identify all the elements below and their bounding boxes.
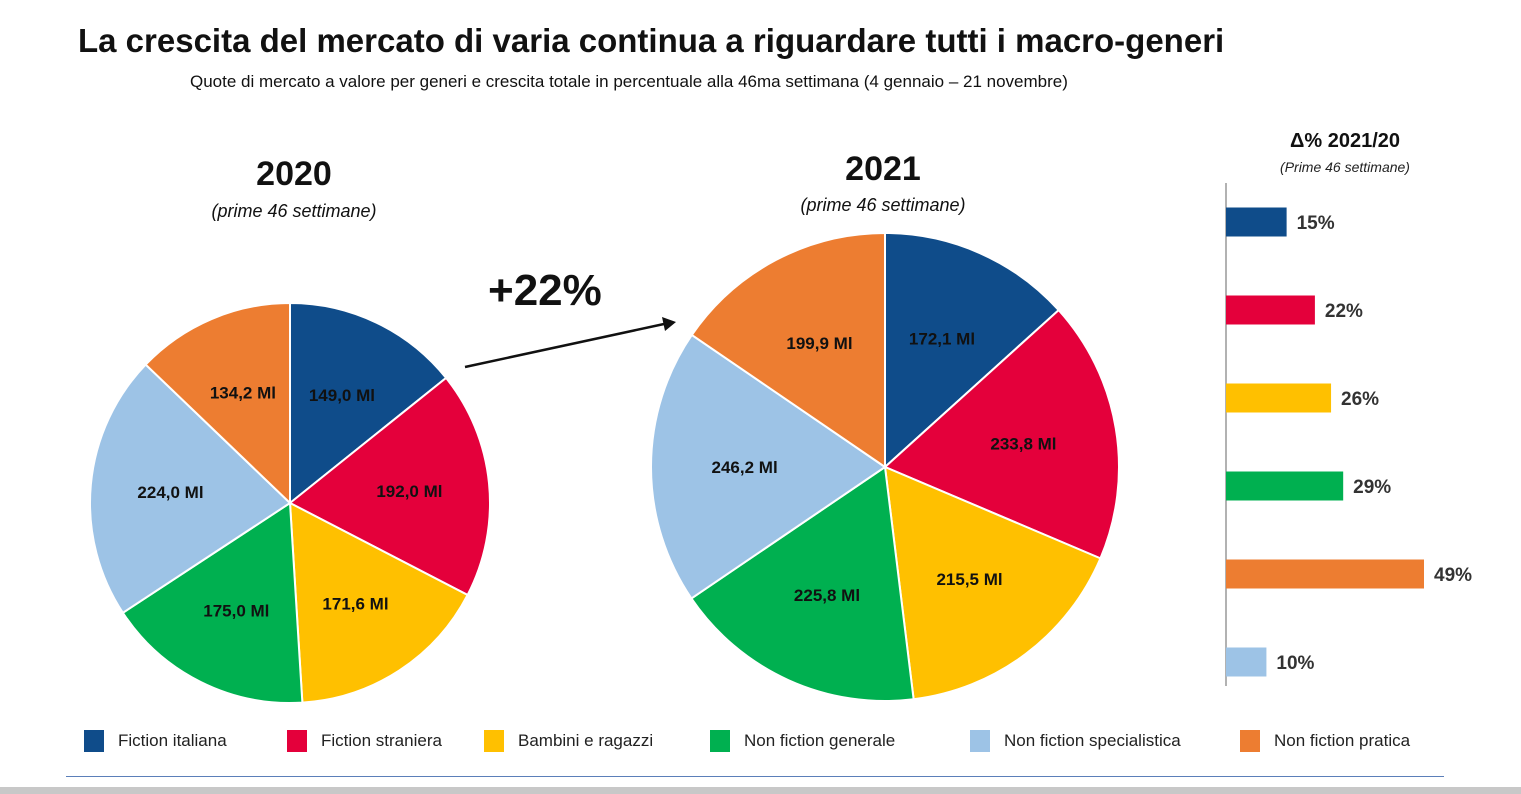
footer-bar [0, 787, 1521, 794]
bar-label-0: 15% [1297, 213, 1335, 234]
divider [66, 776, 1444, 777]
pie-2020-slice-0 [289, 301, 448, 506]
growth-arrow [464, 322, 665, 369]
pie-2021-slice-1 [883, 308, 1120, 560]
bar-5 [1226, 647, 1267, 677]
bar-4 [1226, 559, 1424, 589]
pie-2021-label-4: 246,2 Ml [712, 458, 778, 477]
pie-2020-slice-2 [288, 501, 469, 704]
bar-label-5: 10% [1276, 653, 1314, 674]
growth-label: +22% [488, 266, 602, 315]
bar-chart-title: Δ% 2021/20 [1289, 130, 1400, 152]
pie-2020-label-0: 149,0 Ml [309, 386, 375, 405]
legend-swatch [970, 730, 990, 752]
legend-item: Fiction straniera [287, 730, 442, 752]
legend-swatch [287, 730, 307, 752]
bar-label-2: 26% [1341, 389, 1379, 410]
pie-2021-slice-0 [884, 231, 1061, 470]
legend-label: Non fiction pratica [1274, 731, 1411, 750]
bar-1 [1226, 295, 1315, 325]
arrow-head-icon [662, 317, 676, 331]
pie-2021-label-3: 225,8 Ml [794, 586, 860, 605]
pie-2021-label-0: 172,1 Ml [909, 330, 975, 349]
legend-swatch [710, 730, 730, 752]
pie-2020-subtitle: (prime 46 settimane) [211, 201, 377, 221]
pie-2021-slice-2 [883, 465, 1102, 701]
bar-label-3: 29% [1353, 477, 1391, 498]
legend-label: Non fiction specialistica [1004, 731, 1181, 750]
pie-2021-subtitle: (prime 46 settimane) [800, 195, 966, 215]
bar-2 [1226, 383, 1332, 413]
pie-2021-label-2: 215,5 Ml [936, 570, 1002, 589]
pie-2020-title: 2020 [256, 155, 332, 193]
pie-2020-slice-1 [288, 376, 491, 597]
pie-2020-label-1: 192,0 Ml [376, 482, 442, 501]
pie-2021-title: 2021 [845, 150, 921, 188]
legend-label: Fiction italiana [118, 731, 227, 750]
legend-swatch [1240, 730, 1260, 752]
legend-item: Non fiction pratica [1240, 730, 1410, 752]
bar-3 [1226, 471, 1344, 501]
bar-0 [1226, 207, 1287, 237]
pie-2021-slice-3 [690, 465, 915, 702]
pie-2020-label-4: 224,0 Ml [137, 483, 203, 502]
legend-label: Fiction straniera [321, 731, 442, 750]
pie-2020-label-3: 175,0 Ml [203, 601, 269, 620]
pie-2021-slice-4 [650, 333, 887, 600]
pie-2021-label-5: 199,9 Ml [786, 334, 852, 353]
legend-item: Non fiction generale [710, 730, 895, 752]
legend-swatch [84, 730, 104, 752]
pie-2021-label-1: 233,8 Ml [990, 435, 1056, 454]
bar-label-1: 22% [1325, 301, 1363, 322]
bar-chart-subtitle: (Prime 46 settimane) [1280, 159, 1410, 175]
pie-2021-slice-5 [690, 231, 886, 469]
bar-label-4: 49% [1434, 565, 1472, 586]
legend-label: Non fiction generale [744, 731, 896, 750]
chart-title: La crescita del mercato di varia continu… [78, 22, 1225, 59]
legend-item: Fiction italiana [84, 730, 227, 752]
legend-item: Non fiction specialistica [970, 730, 1181, 752]
pie-2020-slice-3 [121, 501, 304, 704]
pie-2020-slice-5 [144, 301, 291, 506]
legend-item: Bambini e ragazzi [484, 730, 653, 752]
pie-2020-label-5: 134,2 Ml [210, 384, 276, 403]
legend-label: Bambini e ragazzi [518, 731, 654, 750]
pie-2020-slice-4 [89, 363, 292, 615]
chart-subtitle: Quote di mercato a valore per generi e c… [190, 72, 1068, 91]
legend-swatch [484, 730, 504, 752]
pie-2020-label-2: 171,6 Ml [322, 595, 388, 614]
